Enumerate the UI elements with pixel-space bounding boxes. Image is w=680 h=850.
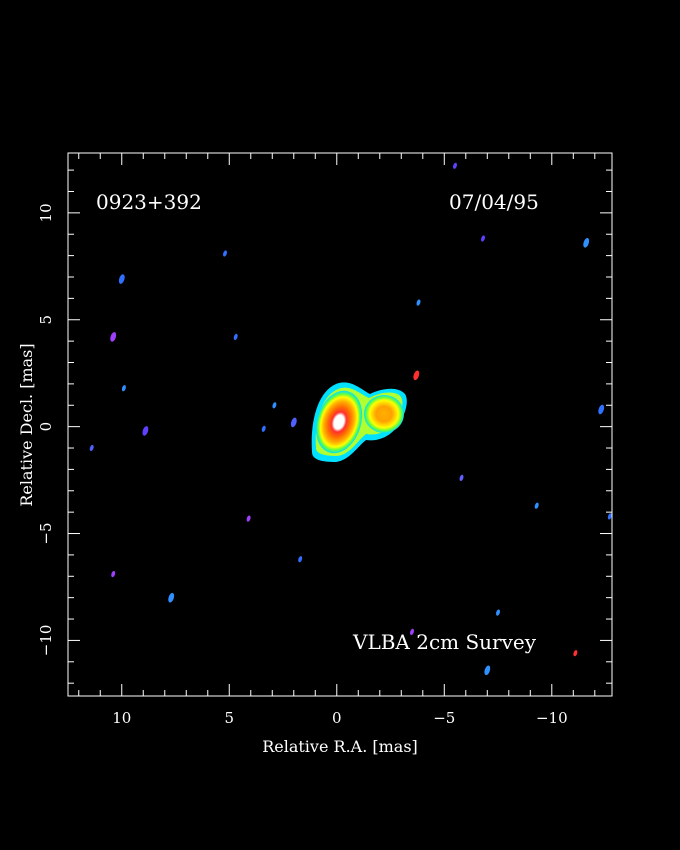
noise-speck [496, 609, 500, 616]
noise-speck [459, 474, 464, 481]
y-tick-label: −5 [37, 522, 55, 544]
noise-speck [233, 333, 238, 340]
noise-layer [89, 162, 612, 676]
x-tick-label: −5 [433, 709, 455, 727]
noise-speck [223, 250, 227, 257]
noise-speck [261, 425, 266, 432]
source-emission [311, 382, 407, 462]
core-component [315, 390, 363, 454]
noise-speck [246, 515, 251, 522]
jet-component [364, 395, 404, 433]
x-axis-label: Relative R.A. [mas] [262, 737, 418, 756]
noise-speck [111, 571, 116, 578]
noise-speck [410, 628, 414, 635]
noise-speck [583, 237, 590, 248]
x-tick-label: 10 [112, 709, 131, 727]
noise-speck [142, 426, 149, 436]
y-axis-label: Relative Decl. [mas] [17, 343, 36, 506]
y-tick-label: 10 [37, 203, 55, 222]
noise-speck [290, 417, 297, 428]
noise-speck [168, 592, 175, 603]
observation-date-label: 07/04/95 [449, 190, 539, 214]
x-tick-label: 0 [332, 709, 342, 727]
noise-speck [484, 665, 491, 676]
noise-speck [89, 444, 94, 452]
noise-speck [598, 404, 605, 415]
y-tick-labels: 10 5 0 −5 −10 [37, 203, 55, 656]
y-tick-label: −10 [37, 625, 55, 657]
y-tick-label: 5 [37, 315, 55, 325]
plot-frame [67, 152, 613, 697]
noise-speck [534, 502, 539, 509]
noise-speck [272, 402, 277, 409]
noise-speck [118, 274, 125, 284]
x-tick-label: −10 [536, 709, 568, 727]
x-tick-label: 5 [225, 709, 235, 727]
source-name-label: 0923+392 [96, 190, 202, 214]
noise-speck [416, 299, 421, 306]
noise-speck [453, 162, 457, 169]
noise-speck [481, 235, 485, 242]
noise-speck [110, 332, 117, 342]
axis-ticks [68, 153, 612, 696]
survey-label: VLBA 2cm Survey [352, 630, 537, 654]
noise-speck [298, 556, 303, 563]
x-tick-labels: 10 5 0 −5 −10 [112, 709, 567, 727]
noise-speck [607, 513, 612, 520]
noise-speck [413, 370, 420, 381]
noise-speck [121, 385, 126, 392]
noise-speck [573, 650, 578, 657]
y-tick-label: 0 [37, 422, 55, 432]
